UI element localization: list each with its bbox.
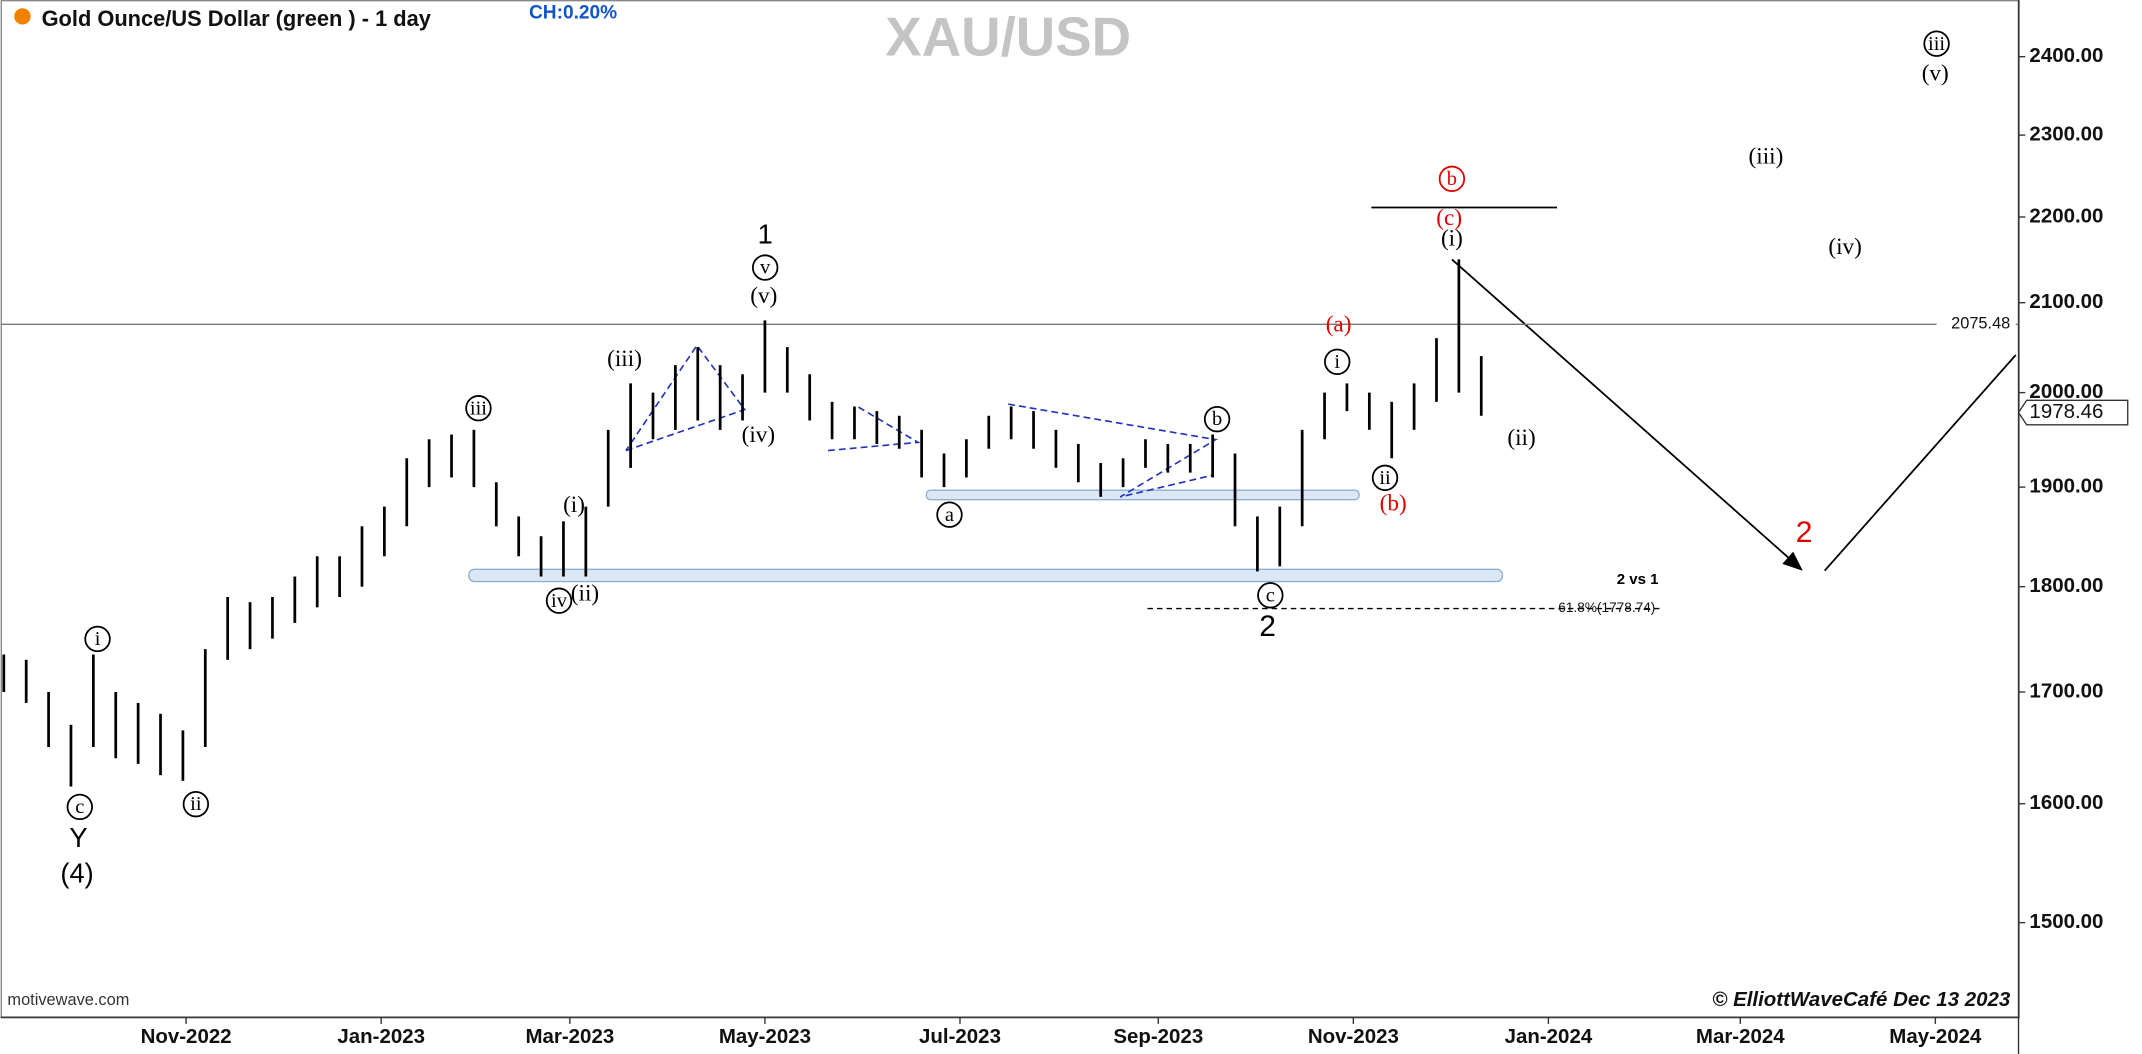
wave-circle [1324, 348, 1351, 375]
y-tick-label: 1900.00 [2029, 475, 2103, 498]
wave-circle [1923, 30, 1950, 57]
wave-circle [182, 790, 210, 818]
wave-label: (v) [1922, 60, 1949, 86]
chart-title: Gold Ounce/US Dollar (green ) - 1 day [42, 6, 432, 31]
y-tick-label: 1600.00 [2029, 791, 2103, 814]
y-tick-label: 2400.00 [2029, 44, 2103, 67]
x-tick-label: Jan-2024 [1505, 1025, 1593, 1048]
wave-circle [1371, 464, 1399, 492]
x-tick-label: May-2023 [719, 1025, 811, 1048]
y-tick-label: 1800.00 [2029, 574, 2103, 597]
wave-label: c [75, 796, 84, 818]
projection-line [1823, 354, 2017, 572]
credit: © ElliottWaveCafé Dec 13 2023 [1712, 988, 2011, 1011]
wave-label: (i) [563, 492, 585, 518]
wave-label: c [1266, 584, 1275, 606]
y-tick-label: 2300.00 [2029, 123, 2103, 146]
x-tick-label: Sep-2023 [1113, 1025, 1203, 1048]
wave-label: v [760, 257, 771, 279]
wave-circle [1257, 582, 1284, 609]
source: motivewave.com [7, 991, 129, 1009]
wave-circle [752, 254, 779, 281]
wave-label: (c) [1436, 205, 1462, 231]
projection-line [1451, 258, 1801, 569]
wave-label: (iii) [607, 346, 642, 372]
x-tick-label: Jul-2023 [919, 1025, 1001, 1048]
wave-label: iii [470, 397, 487, 419]
wave-label: 2 [1796, 516, 1813, 549]
wave-label: 1 [758, 218, 773, 249]
wave-label: iv [551, 590, 568, 612]
wave-label: (ii) [1507, 425, 1535, 451]
wave-label: (iii) [1749, 144, 1784, 170]
y-tick-label: 1500.00 [2029, 910, 2103, 933]
wave-label: ii [1379, 467, 1391, 489]
wave-label: 2 vs 1 [1617, 571, 1659, 588]
wave-label: a [945, 504, 954, 526]
wave-label: (a) [1326, 312, 1352, 338]
wave-label: 2 [1259, 610, 1276, 643]
x-tick-label: Mar-2024 [1696, 1025, 1785, 1048]
wave-label: iii [1928, 33, 1945, 55]
x-tick-label: Mar-2023 [525, 1025, 614, 1048]
wave-circle [465, 395, 492, 422]
y-tick-label: 2200.00 [2029, 204, 2103, 227]
wave-label: (ii) [571, 581, 599, 607]
wave-label: b [1447, 168, 1457, 190]
wave-label: (b) [1380, 490, 1407, 516]
wave-label: (iv) [742, 422, 775, 448]
wave-circle [66, 793, 93, 821]
wave-circle [1438, 165, 1466, 193]
x-tick-label: May-2024 [1889, 1025, 1982, 1048]
change-label: CH:0.20% [529, 3, 617, 24]
y-tick-label: 2100.00 [2029, 290, 2103, 313]
wave-label: i [95, 628, 101, 650]
support-zone [925, 489, 1360, 501]
y-tick-label: 2000.00 [2029, 380, 2103, 403]
x-tick-label: Nov-2023 [1308, 1025, 1399, 1048]
x-tick-label: Nov-2022 [141, 1025, 232, 1048]
reference-label: 2075.48 [1951, 315, 2010, 333]
x-tick-label: Jan-2023 [337, 1025, 425, 1048]
watermark: XAU/USD [885, 6, 1131, 67]
support-zone [468, 568, 1504, 583]
status-dot [14, 8, 31, 25]
wave-label: b [1212, 408, 1222, 430]
wave-label: (v) [750, 283, 777, 309]
wave-label: Y [69, 822, 87, 853]
wave-circle [545, 587, 573, 614]
wave-label: i [1334, 351, 1340, 373]
wave-label: (4) [60, 857, 93, 888]
wave-circle [1203, 405, 1231, 433]
last-price-label: 1978.46 [2029, 400, 2103, 423]
reference-label-bg [1936, 314, 2016, 334]
projection-arrow [1782, 551, 1803, 571]
wave-label: ii [190, 793, 202, 815]
wave-label: (iv) [1828, 234, 1861, 260]
last-price-box [2017, 399, 2129, 426]
wave-circle [936, 501, 963, 528]
wave-label: (i) [1441, 226, 1463, 252]
wave-circle [84, 625, 111, 653]
y-tick-label: 1700.00 [2029, 679, 2103, 702]
fib-label: 61.8%(1778.74) [1558, 600, 1655, 615]
